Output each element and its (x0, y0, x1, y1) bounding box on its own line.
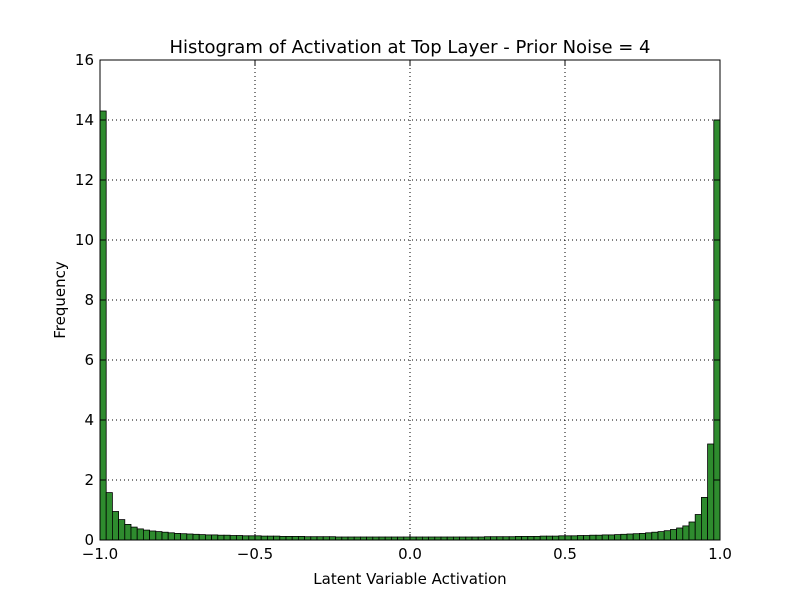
histogram-bar (211, 534, 219, 541)
histogram-bar (614, 534, 622, 541)
histogram-bar (266, 535, 274, 541)
y-tick-label: 4 (84, 411, 94, 429)
histogram-bar (142, 529, 150, 541)
histogram-bar (242, 535, 250, 541)
histogram-bar (521, 536, 529, 541)
histogram-bar (713, 119, 721, 541)
y-tick-label: 8 (84, 291, 94, 309)
chart-title: Histogram of Activation at Top Layer - P… (169, 37, 650, 58)
x-tick-label: 0.0 (398, 545, 422, 563)
histogram-bar (657, 531, 665, 541)
histogram-bar (608, 534, 616, 541)
histogram-bar (670, 529, 678, 541)
histogram-bar (601, 534, 609, 541)
histogram-bar (248, 535, 256, 541)
histogram-bar (527, 536, 535, 541)
histogram-bar (112, 511, 120, 541)
histogram-bar (539, 535, 547, 541)
histogram-bar (161, 531, 169, 541)
histogram-bar (552, 535, 560, 541)
x-tick-labels: −1.0 −0.5 0.0 0.5 1.0 (82, 545, 732, 563)
histogram-bar (688, 521, 696, 541)
histogram-bar (595, 534, 603, 541)
y-tick-label: 0 (84, 531, 94, 549)
histogram-bar (285, 536, 293, 541)
histogram-bar (546, 535, 554, 541)
histogram-bar (676, 527, 684, 541)
histogram-bar (235, 535, 243, 541)
y-tick-label: 10 (75, 231, 94, 249)
plot-frame (99, 59, 721, 541)
y-tick-label: 16 (75, 51, 94, 69)
histogram-bar (682, 525, 690, 541)
histogram-bar (564, 535, 572, 541)
histogram-bar (155, 531, 163, 541)
y-tick-label: 14 (75, 111, 94, 129)
histogram-bar (217, 534, 225, 541)
x-tick-label: −1.0 (82, 545, 118, 563)
histogram-bar (186, 533, 194, 541)
histogram-bar (279, 536, 287, 541)
histogram-bar (651, 531, 659, 541)
histogram-bar (149, 530, 157, 541)
histogram-bar (223, 534, 231, 541)
histogram-bar (620, 533, 628, 541)
histogram-bar (707, 443, 715, 541)
histogram-bar (105, 492, 113, 541)
histogram-bar (663, 530, 671, 541)
histogram-bar (533, 536, 541, 541)
histogram-bar (577, 535, 585, 541)
histogram-bar (639, 533, 647, 541)
histogram-bar (124, 524, 132, 541)
histogram-bar (645, 532, 653, 541)
y-tick-label: 2 (84, 471, 94, 489)
histogram-bar (570, 535, 578, 541)
x-tick-label: −0.5 (237, 545, 273, 563)
histogram-bar (694, 514, 702, 541)
histogram-bar (589, 534, 597, 541)
histogram-bar (254, 535, 262, 541)
histogram-bar (173, 533, 181, 541)
x-tick-label: 0.5 (553, 545, 577, 563)
x-tick-label: 1.0 (708, 545, 732, 563)
histogram-bar (130, 526, 138, 541)
histogram-bar (198, 534, 206, 541)
y-tick-labels: 0 2 4 6 8 10 12 14 16 (75, 51, 94, 549)
histogram-bar (204, 534, 212, 541)
histogram-bar (99, 110, 107, 541)
histogram-bar (515, 536, 523, 541)
y-axis-label: Frequency (51, 261, 69, 339)
histogram-bar (229, 535, 237, 541)
histogram-bar (291, 536, 299, 541)
histogram-bar (273, 535, 281, 541)
histogram-bar (167, 532, 175, 541)
histogram-bar (626, 533, 634, 541)
histogram-bar (180, 533, 188, 541)
histogram-bar (192, 533, 200, 541)
histogram-bar (260, 535, 268, 541)
histogram-bar (558, 535, 566, 541)
y-tick-label: 6 (84, 351, 94, 369)
histogram-bar (632, 533, 640, 541)
y-tick-label: 12 (75, 171, 94, 189)
histogram-bar (136, 528, 144, 541)
x-axis-label: Latent Variable Activation (313, 570, 506, 588)
histogram-bar (701, 496, 709, 541)
histogram-bars (99, 110, 721, 541)
histogram-bar (583, 535, 591, 541)
histogram-bar (297, 536, 305, 541)
histogram-bar (118, 519, 126, 541)
